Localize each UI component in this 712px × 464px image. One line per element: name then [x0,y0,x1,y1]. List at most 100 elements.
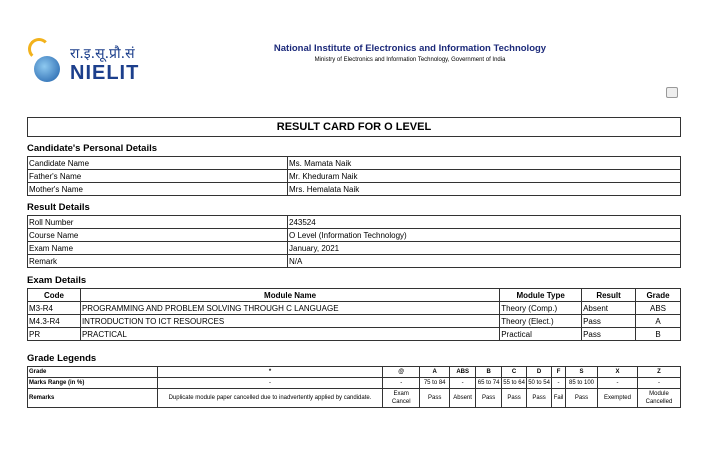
result-table: Roll Number 243524 Course Name O Level (Inf… [27,215,681,268]
table-cell: B [635,327,681,341]
table-row: Marks Range (in %) - -75 to 84-65 to 74 55 … [27,377,682,389]
table-row: Father's Name Mr. Kheduram Naik [27,169,681,183]
logo-globe-icon [34,56,60,82]
table-cell: Theory (Comp.) [499,301,583,315]
page-title: RESULT CARD FOR O LEVEL [27,117,681,137]
table-cell: * [156,366,384,378]
table-cell: C [501,366,528,378]
table-cell: A [419,366,451,378]
table-cell: Practical [499,327,583,341]
table-row: Remark N/A [27,254,681,268]
table-cell: Module Name [79,288,501,302]
org-header: National Institute of Electronics and In… [220,43,600,63]
table-cell: Pass [581,327,637,341]
legend-heading: Grade Legends [27,353,97,364]
table-row: Candidate Name Ms. Mamata Naik [27,156,681,170]
table-cell: Marks Range (in %) [27,377,158,389]
grade-legend-table: Grade * @ A ABS B C D F S X Z Marks Range (in %) - -75… [27,366,682,408]
logo-arc-icon [28,38,50,60]
org-subtitle: Ministry of Electronics and Information … [314,57,506,63]
table-row: PR PRACTICAL Practical Pass B [27,327,681,341]
table-cell: Absent [449,388,477,408]
org-name: National Institute of Electronics and In… [273,43,547,54]
table-row: Code Module Name Module Type Result Grade [27,288,681,302]
table-row: Remarks Duplicate module paper cancelled … [27,388,682,408]
table-row: Grade * @ A ABS B C D F S X Z [27,366,682,378]
table-cell: Father's Name [27,169,288,183]
table-cell: 65 to 74 [475,377,503,389]
table-cell: 50 to 54 [526,377,553,389]
table-cell: PR [27,327,81,341]
table-cell: INTRODUCTION TO ICT RESOURCES [79,314,501,328]
table-cell: ABS [635,301,681,315]
table-cell: Mother's Name [27,182,288,196]
table-cell: B [475,366,503,378]
table-cell: Exam Cancel [382,388,421,408]
table-cell: Fail [551,388,567,408]
table-cell: Pass [581,314,637,328]
table-cell: M3-R4 [27,301,81,315]
table-cell: Pass [475,388,503,408]
table-cell: @ [382,366,421,378]
table-cell: Roll Number [27,215,288,229]
table-cell: Pass [501,388,528,408]
table-cell: A [635,314,681,328]
table-cell: - [551,377,567,389]
table-row: Mother's Name Mrs. Hemalata Naik [27,182,681,196]
table-cell: Pass [526,388,553,408]
table-cell: Pass [565,388,598,408]
table-cell: - [449,377,477,389]
table-cell: Remarks [27,388,158,408]
table-row: M3-R4 PROGRAMMING AND PROBLEM SOLVING THR… [27,301,681,315]
table-cell: Mr. Kheduram Naik [287,169,681,183]
table-cell: January, 2021 [287,241,681,255]
printer-icon[interactable] [666,87,678,98]
table-cell: 55 to 64 [501,377,528,389]
table-cell: - [382,377,421,389]
table-cell: Candidate Name [27,156,288,170]
table-cell: Grade [27,366,158,378]
table-cell: Result [581,288,637,302]
table-cell: Module Cancelled [636,388,682,408]
table-row: Roll Number 243524 [27,215,681,229]
table-cell: F [551,366,567,378]
table-cell: Remark [27,254,288,268]
logo-hindi-text: रा.इ.सू.प्रौ.सं [70,46,135,62]
table-cell: Pass [419,388,451,408]
exam-heading: Exam Details [27,275,87,286]
table-cell: ABS [449,366,477,378]
table-cell: Duplicate module paper cancelled due to … [156,388,384,408]
table-cell: Module Type [499,288,583,302]
table-cell: - [636,377,682,389]
nielit-logo: रा.इ.सू.प्रौ.सं NIELIT [26,36,146,86]
table-cell: M4.3-R4 [27,314,81,328]
table-cell: O Level (Information Technology) [287,228,681,242]
table-cell: Theory (Elect.) [499,314,583,328]
table-cell: Course Name [27,228,288,242]
table-cell: - [596,377,638,389]
table-row: M4.3-R4 INTRODUCTION TO ICT RESOURCES Theo… [27,314,681,328]
personal-heading: Candidate's Personal Details [27,143,158,154]
table-cell: D [526,366,553,378]
table-cell: PROGRAMMING AND PROBLEM SOLVING THROUGH … [79,301,501,315]
table-cell: 85 to 100 [565,377,598,389]
table-cell: Ms. Mamata Naik [287,156,681,170]
table-cell: Mrs. Hemalata Naik [287,182,681,196]
table-cell: 75 to 84 [419,377,451,389]
table-cell: - [156,377,384,389]
table-row: Exam Name January, 2021 [27,241,681,255]
personal-table: Candidate Name Ms. Mamata Naik Father's Na… [27,156,681,196]
table-cell: 243524 [287,215,681,229]
table-cell: Exempted [596,388,638,408]
result-heading: Result Details [27,202,90,213]
table-cell: Exam Name [27,241,288,255]
table-cell: S [565,366,598,378]
logo-name: NIELIT [70,62,140,84]
table-cell: N/A [287,254,681,268]
table-cell: X [596,366,638,378]
exam-table: Code Module Name Module Type Result Grade M3-… [27,288,681,341]
table-cell: Grade [635,288,681,302]
table-cell: PRACTICAL [79,327,501,341]
table-row: Course Name O Level (Information Technolo… [27,228,681,242]
table-cell: Code [27,288,81,302]
